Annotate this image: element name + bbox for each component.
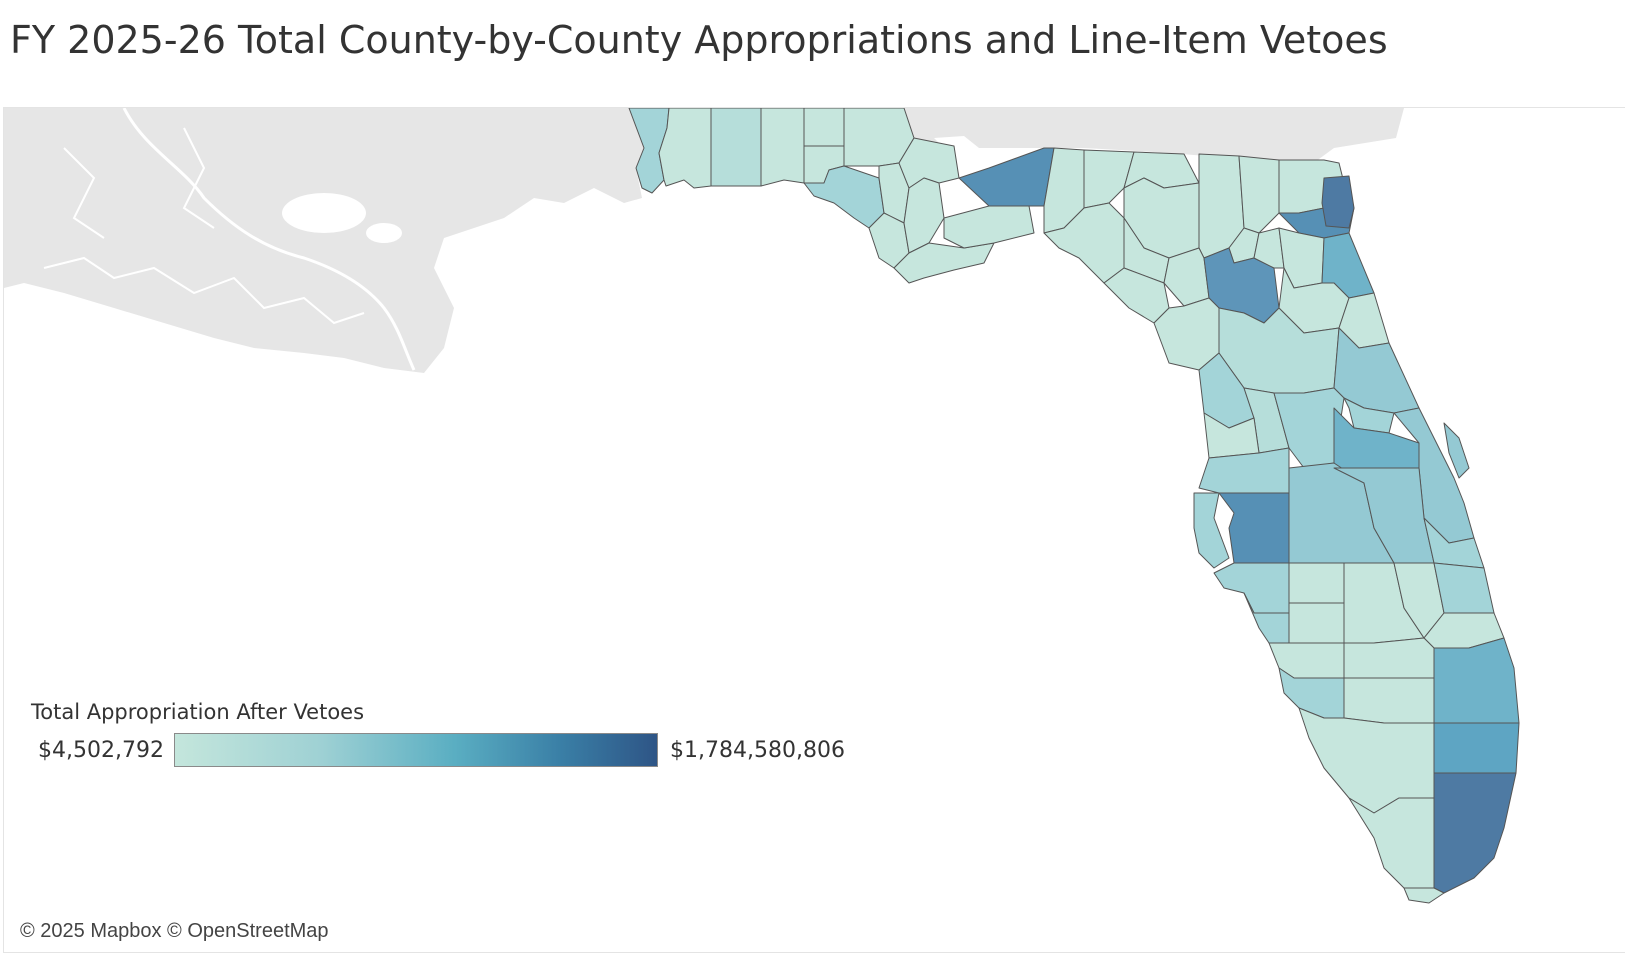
county-liberty[interactable] (903, 177, 945, 254)
county-manatee[interactable] (1213, 562, 1290, 614)
county-miami-dade[interactable] (1433, 772, 1517, 894)
county-walton[interactable] (760, 108, 805, 187)
county-madison[interactable] (1083, 149, 1135, 209)
county-monroe-keys[interactable] (1403, 887, 1445, 904)
county-hendry[interactable] (1343, 677, 1435, 724)
county-glades[interactable] (1343, 637, 1435, 679)
county-hardee[interactable] (1288, 562, 1345, 604)
county-okaloosa[interactable] (710, 108, 762, 187)
mississippi-river (122, 108, 416, 371)
county-brevard-barrier[interactable] (1443, 422, 1470, 479)
county-hillsborough[interactable] (1218, 492, 1290, 564)
county-monroe-mainland[interactable] (1348, 797, 1435, 889)
bayou-lines (43, 127, 365, 325)
county-leon[interactable] (958, 147, 1055, 207)
county-st-lucie[interactable] (1433, 562, 1495, 614)
page-title: FY 2025-26 Total County-by-County Approp… (10, 18, 1388, 62)
map-canvas[interactable] (3, 107, 1625, 953)
county-collier[interactable] (1298, 707, 1435, 814)
county-holmes[interactable] (803, 108, 845, 147)
county-palm-beach[interactable] (1433, 637, 1520, 724)
county-broward[interactable] (1433, 722, 1520, 774)
county-duval-core[interactable] (1321, 175, 1355, 229)
map-attribution[interactable]: © 2025 Mapbox © OpenStreetMap (12, 918, 337, 945)
legend-min-label: $4,502,792 (38, 738, 164, 763)
county-baker[interactable] (1238, 155, 1280, 234)
county-desoto[interactable] (1288, 602, 1345, 644)
county-hernando[interactable] (1203, 412, 1260, 459)
legend-max-label: $1,784,580,806 (670, 738, 845, 763)
legend-gradient-bar (174, 733, 658, 767)
lake-pontchartrain (282, 193, 366, 233)
lake-borgne (366, 223, 402, 243)
legend-title: Total Appropriation After Vetoes (31, 700, 365, 724)
county-pinellas[interactable] (1193, 492, 1230, 569)
florida-county-map[interactable] (4, 108, 1625, 953)
county-wakulla[interactable] (943, 205, 1035, 249)
county-indian-river[interactable] (1423, 517, 1485, 569)
color-legend: Total Appropriation After Vetoes $4,502,… (30, 700, 870, 780)
neighboring-land-west (4, 108, 650, 373)
county-franklin[interactable] (893, 242, 995, 284)
